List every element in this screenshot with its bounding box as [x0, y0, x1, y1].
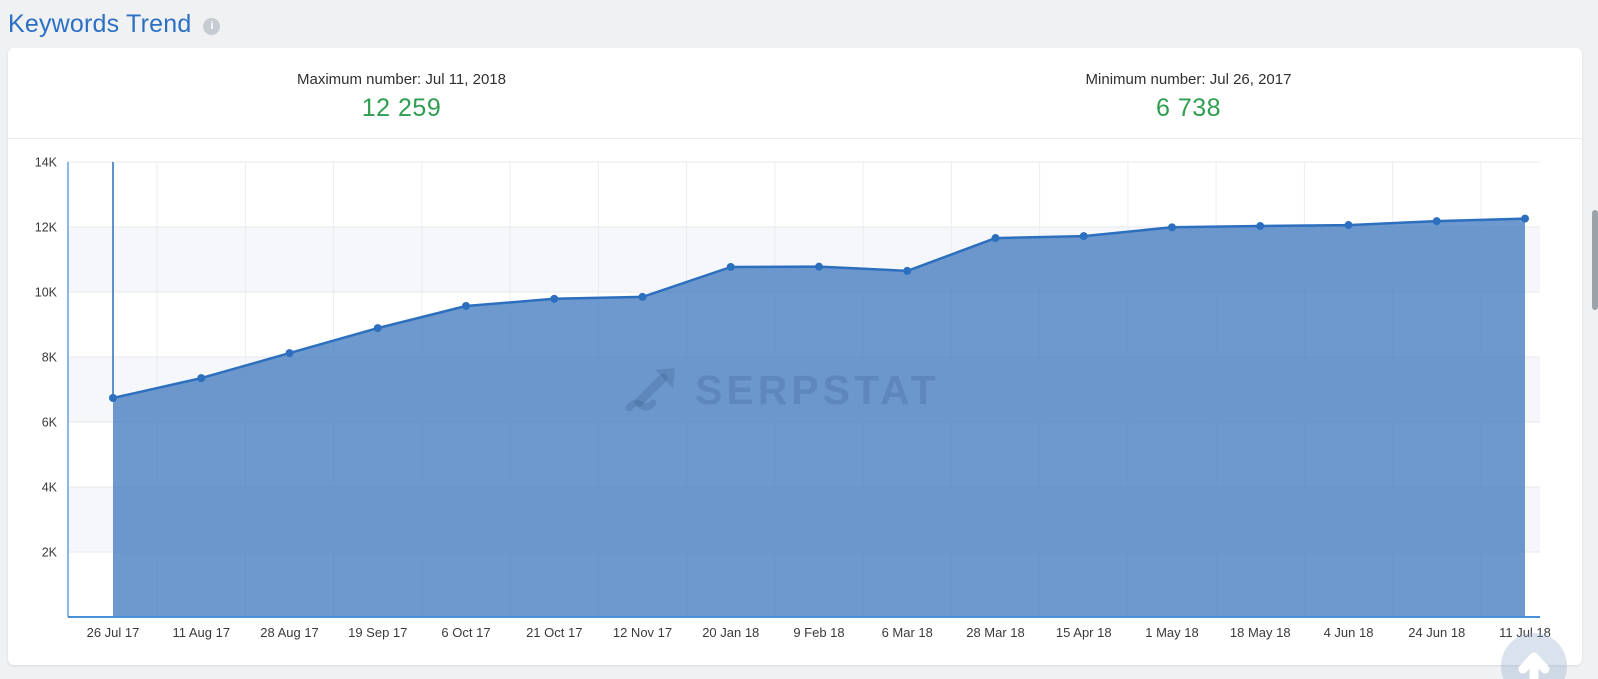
data-point-marker[interactable]: [1256, 222, 1265, 231]
data-point-marker[interactable]: [1079, 232, 1088, 241]
data-point-marker[interactable]: [462, 301, 470, 310]
max-stat: Maximum number: Jul 11, 2018 12 259: [8, 48, 795, 138]
data-point-marker[interactable]: [285, 349, 294, 358]
header-divider: [8, 138, 1582, 139]
arrow-up-icon: [1518, 652, 1550, 679]
max-stat-label: Maximum number: Jul 11, 2018: [297, 71, 506, 88]
data-point-marker[interactable]: [373, 324, 382, 333]
scroll-to-top-button[interactable]: [1501, 633, 1567, 679]
data-point-marker[interactable]: [903, 266, 912, 275]
page-title: Keywords Trend: [8, 10, 192, 38]
data-point-marker[interactable]: [197, 374, 206, 383]
min-stat-value: 6 738: [1155, 94, 1222, 122]
max-stat-value: 12 259: [361, 94, 442, 122]
keywords-trend-card: Maximum number: Jul 11, 2018 12 259 Mini…: [8, 48, 1582, 665]
data-point-marker[interactable]: [1168, 223, 1176, 232]
data-point-marker[interactable]: [1521, 214, 1529, 223]
data-point-marker[interactable]: [1432, 217, 1441, 226]
page-header: Keywords Trend i: [8, 10, 221, 39]
data-point-marker[interactable]: [638, 292, 647, 301]
min-stat-label: Minimum number: Jul 26, 2017: [1085, 71, 1292, 88]
min-stat: Minimum number: Jul 26, 2017 6 738: [795, 48, 1582, 138]
data-point-marker[interactable]: [991, 234, 1000, 243]
stats-header: Maximum number: Jul 11, 2018 12 259 Mini…: [8, 48, 1582, 138]
scrollbar-thumb[interactable]: [1592, 210, 1598, 310]
info-icon[interactable]: i: [203, 17, 221, 35]
data-point-marker[interactable]: [1344, 221, 1353, 230]
data-point-marker[interactable]: [815, 262, 823, 271]
data-point-marker[interactable]: [726, 262, 735, 271]
data-point-marker[interactable]: [550, 294, 559, 303]
data-point-marker[interactable]: [109, 394, 117, 403]
